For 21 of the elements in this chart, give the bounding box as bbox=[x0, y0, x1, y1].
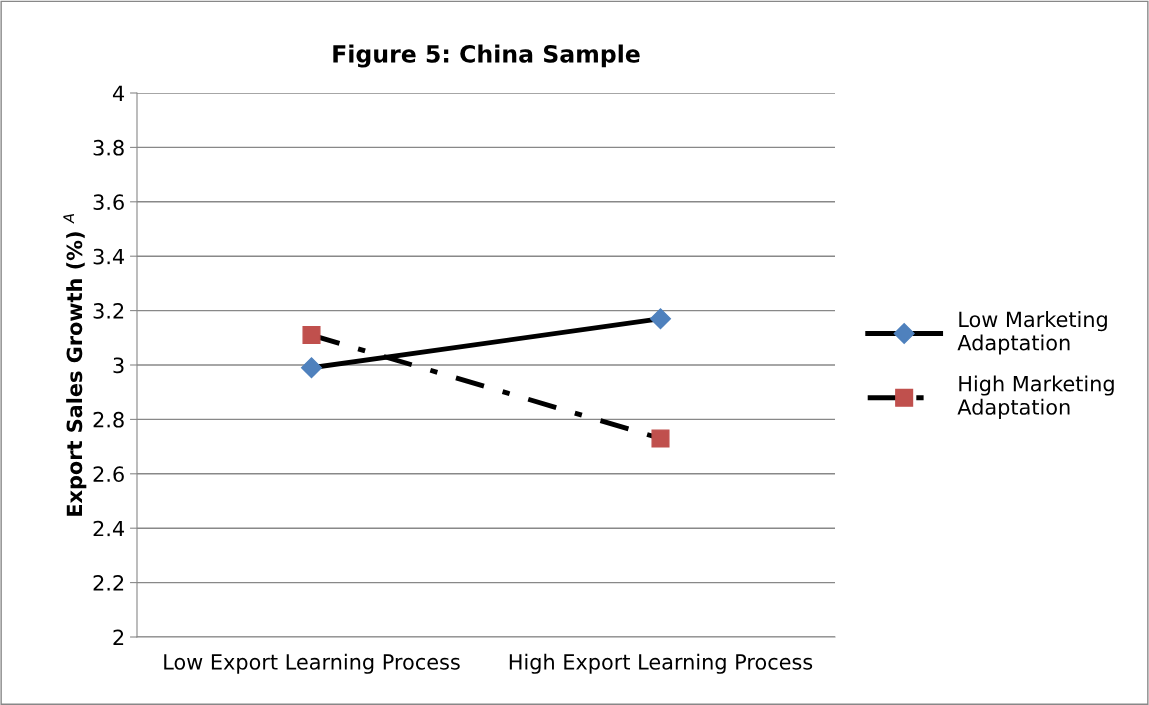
x-tick-label: Low Export Learning Process bbox=[164, 653, 460, 674]
point bbox=[300, 357, 323, 379]
y-tick-label: 3.8 bbox=[93, 139, 124, 156]
y-tick-label: 3.6 bbox=[93, 194, 124, 211]
y-tick-label: 2.2 bbox=[93, 575, 124, 591]
chart-title: Figure 5: China Sample bbox=[333, 44, 640, 68]
y-tick-label: 2.4 bbox=[93, 520, 125, 537]
legend-label: High Marketing Adaptation bbox=[957, 375, 1114, 419]
legend-label: Low Marketing Adaptation bbox=[957, 311, 1107, 355]
y-axis-title: Export Sales Growth (%) $^{A}$ bbox=[63, 214, 87, 516]
y-tick-label: 2.6 bbox=[93, 466, 124, 483]
point bbox=[649, 308, 672, 330]
point bbox=[651, 429, 670, 448]
y-tick-label: 3.4 bbox=[93, 248, 125, 265]
y-tick-label: 3.2 bbox=[93, 303, 124, 319]
y-tick-label: 3 bbox=[113, 357, 124, 374]
point bbox=[302, 326, 321, 345]
x-tick-label: High Export Learning Process bbox=[509, 653, 813, 674]
y-tick-label: 2 bbox=[113, 629, 124, 645]
y-tick-label: 4 bbox=[112, 85, 125, 101]
y-tick-label: 2.8 bbox=[93, 411, 124, 428]
